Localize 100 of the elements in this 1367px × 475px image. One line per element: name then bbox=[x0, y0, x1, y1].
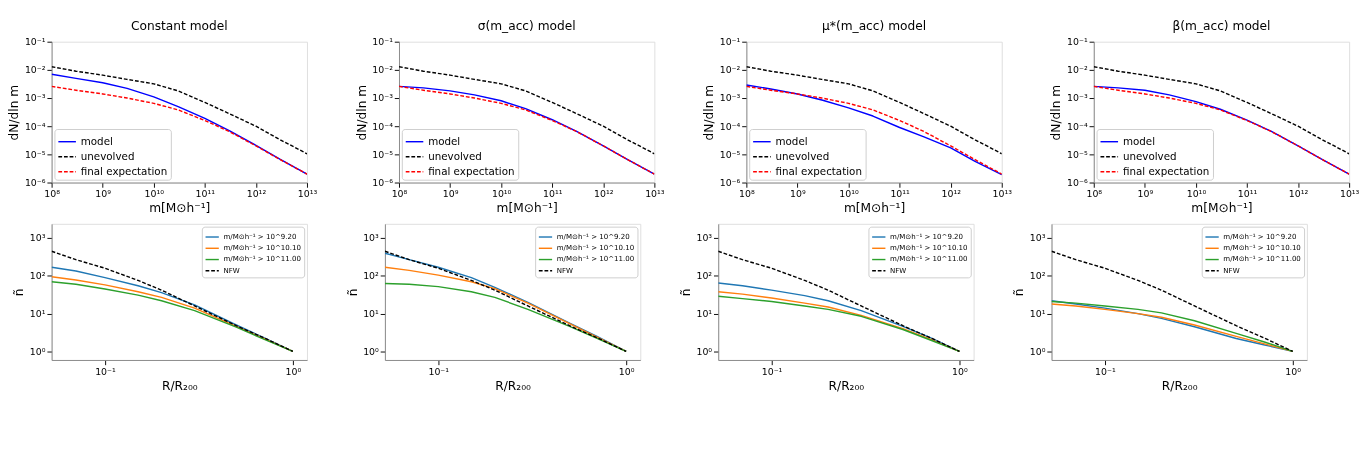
y-tick-label: 10⁻² bbox=[372, 64, 394, 76]
legend-label: model bbox=[80, 134, 113, 147]
y-axis-title: ñ bbox=[345, 288, 360, 297]
x-tick-label: 10¹⁰ bbox=[1186, 188, 1207, 200]
legend-label: final expectation bbox=[80, 164, 168, 177]
x-tick-label: 10¹⁰ bbox=[491, 188, 512, 200]
x-tick-label: 10¹² bbox=[941, 188, 962, 200]
x-axis-title: R/R₂₀₀ bbox=[828, 378, 865, 393]
x-axis-title: m[M⊙h⁻¹] bbox=[496, 201, 558, 216]
y-tick-label: 10⁻⁶ bbox=[1067, 176, 1088, 188]
y-tick-label: 10³ bbox=[29, 232, 46, 244]
x-tick-label: 10¹² bbox=[1288, 188, 1309, 200]
legend-label: final expectation bbox=[428, 164, 515, 177]
x-tick-label: 10¹² bbox=[594, 188, 614, 200]
y-tick-label: 10⁰ bbox=[696, 345, 713, 357]
x-tick-label: 10⁹ bbox=[95, 188, 112, 200]
y-tick-label: 10⁻² bbox=[719, 64, 741, 76]
y-tick-label: 10⁻³ bbox=[1067, 92, 1088, 104]
x-axis-title: R/R₂₀₀ bbox=[495, 378, 532, 393]
y-tick-label: 10⁻³ bbox=[372, 92, 394, 104]
y-tick-label: 10⁻¹ bbox=[719, 36, 741, 48]
legend-label: model bbox=[775, 134, 808, 147]
chart-title: Constant model bbox=[131, 19, 228, 34]
chart-title: μ*(m_acc) model bbox=[822, 19, 927, 34]
y-tick-label: 10³ bbox=[696, 232, 713, 244]
y-tick-label: 10⁻⁵ bbox=[24, 148, 46, 160]
y-axis-title: dN/dln m bbox=[7, 84, 22, 141]
x-tick-label: 10¹³ bbox=[992, 188, 1013, 200]
y-tick-label: 10⁻⁶ bbox=[719, 176, 741, 188]
x-axis-title: m[M⊙h⁻¹] bbox=[843, 201, 906, 216]
y-tick-label: 10⁰ bbox=[29, 345, 46, 357]
y-tick-label: 10⁻⁶ bbox=[24, 176, 46, 188]
y-tick-label: 10² bbox=[696, 270, 713, 282]
x-tick-label: 10¹¹ bbox=[890, 188, 911, 200]
y-tick-label: 10² bbox=[363, 270, 380, 282]
y-tick-label: 10⁻² bbox=[24, 64, 46, 76]
y-axis-title: ñ bbox=[1012, 288, 1027, 297]
x-tick-label: 10⁻¹ bbox=[761, 365, 783, 377]
y-tick-label: 10⁻⁴ bbox=[24, 120, 46, 132]
y-axis-title: dN/dln m bbox=[354, 84, 369, 141]
legend-label: unevolved bbox=[1122, 149, 1177, 162]
y-tick-label: 10⁻⁴ bbox=[719, 120, 741, 132]
line-series bbox=[1093, 85, 1350, 175]
y-tick-label: 10⁻⁴ bbox=[1067, 120, 1088, 132]
legend-label: unevolved bbox=[775, 149, 830, 162]
legend-label: final expectation bbox=[775, 164, 862, 177]
y-tick-label: 10⁻² bbox=[1067, 64, 1088, 76]
y-tick-label: 10⁻³ bbox=[719, 92, 741, 104]
legend-label: final expectation bbox=[1122, 164, 1210, 177]
y-tick-label: 10⁻¹ bbox=[24, 36, 46, 48]
y-tick-label: 10¹ bbox=[29, 307, 46, 319]
x-tick-label: 10⁸ bbox=[1086, 188, 1103, 200]
x-tick-label: 10⁻¹ bbox=[95, 365, 117, 377]
y-tick-label: 10⁻³ bbox=[24, 92, 46, 104]
legend-label: model bbox=[428, 134, 461, 147]
y-tick-label: 10⁻⁵ bbox=[372, 148, 394, 160]
x-tick-label: 10¹⁰ bbox=[839, 188, 859, 200]
y-tick-label: 10⁰ bbox=[1029, 345, 1046, 357]
x-tick-label: 10¹⁰ bbox=[144, 188, 165, 200]
x-tick-label: 10¹³ bbox=[1339, 188, 1360, 200]
x-tick-label: 10¹² bbox=[246, 188, 267, 200]
x-axis-title: R/R₂₀₀ bbox=[1161, 378, 1198, 393]
x-tick-label: 10⁹ bbox=[1137, 188, 1154, 200]
legend-label: unevolved bbox=[80, 149, 135, 162]
legend-label: unevolved bbox=[428, 149, 482, 162]
x-axis-title: R/R₂₀₀ bbox=[161, 378, 198, 393]
x-tick-label: 10⁹ bbox=[442, 188, 459, 200]
x-tick-label: 10¹³ bbox=[645, 188, 665, 200]
x-tick-label: 10¹¹ bbox=[1237, 188, 1258, 200]
y-axis-title: ñ bbox=[12, 288, 27, 297]
x-tick-label: 10¹¹ bbox=[542, 188, 563, 200]
x-tick-label: 10⁰ bbox=[1285, 365, 1302, 377]
y-tick-label: 10³ bbox=[1029, 232, 1046, 244]
x-tick-label: 10⁸ bbox=[391, 188, 408, 200]
y-tick-label: 10⁻¹ bbox=[372, 36, 394, 48]
x-tick-label: 10⁹ bbox=[790, 188, 807, 200]
y-tick-label: 10¹ bbox=[1029, 307, 1046, 319]
y-axis-title: dN/dln m bbox=[1049, 84, 1064, 141]
x-axis-title: m[M⊙h⁻¹] bbox=[1191, 201, 1253, 216]
y-tick-label: 10² bbox=[29, 270, 46, 282]
y-tick-label: 10⁰ bbox=[363, 345, 380, 357]
line-series bbox=[399, 85, 655, 175]
chart-title: β(m_acc) model bbox=[1172, 19, 1271, 34]
y-tick-label: 10⁻⁵ bbox=[719, 148, 741, 160]
y-tick-label: 10⁻⁵ bbox=[1067, 148, 1088, 160]
x-tick-label: 10⁰ bbox=[618, 365, 635, 377]
y-tick-label: 10⁻⁴ bbox=[372, 120, 394, 132]
x-tick-label: 10⁸ bbox=[739, 188, 755, 200]
y-tick-label: 10¹ bbox=[363, 307, 380, 319]
x-tick-label: 10⁸ bbox=[44, 188, 61, 200]
x-tick-label: 10⁰ bbox=[285, 365, 302, 377]
x-tick-label: 10⁻¹ bbox=[1095, 365, 1116, 377]
legend-label: model bbox=[1122, 134, 1156, 147]
y-tick-label: 10⁻¹ bbox=[1067, 36, 1088, 48]
x-axis-title: m[M⊙h⁻¹] bbox=[149, 201, 211, 216]
y-axis-title: dN/dln m bbox=[702, 84, 717, 141]
x-tick-label: 10⁰ bbox=[952, 365, 968, 377]
y-tick-label: 10¹ bbox=[696, 307, 713, 319]
x-tick-label: 10⁻¹ bbox=[428, 365, 450, 377]
y-tick-label: 10³ bbox=[363, 232, 380, 244]
